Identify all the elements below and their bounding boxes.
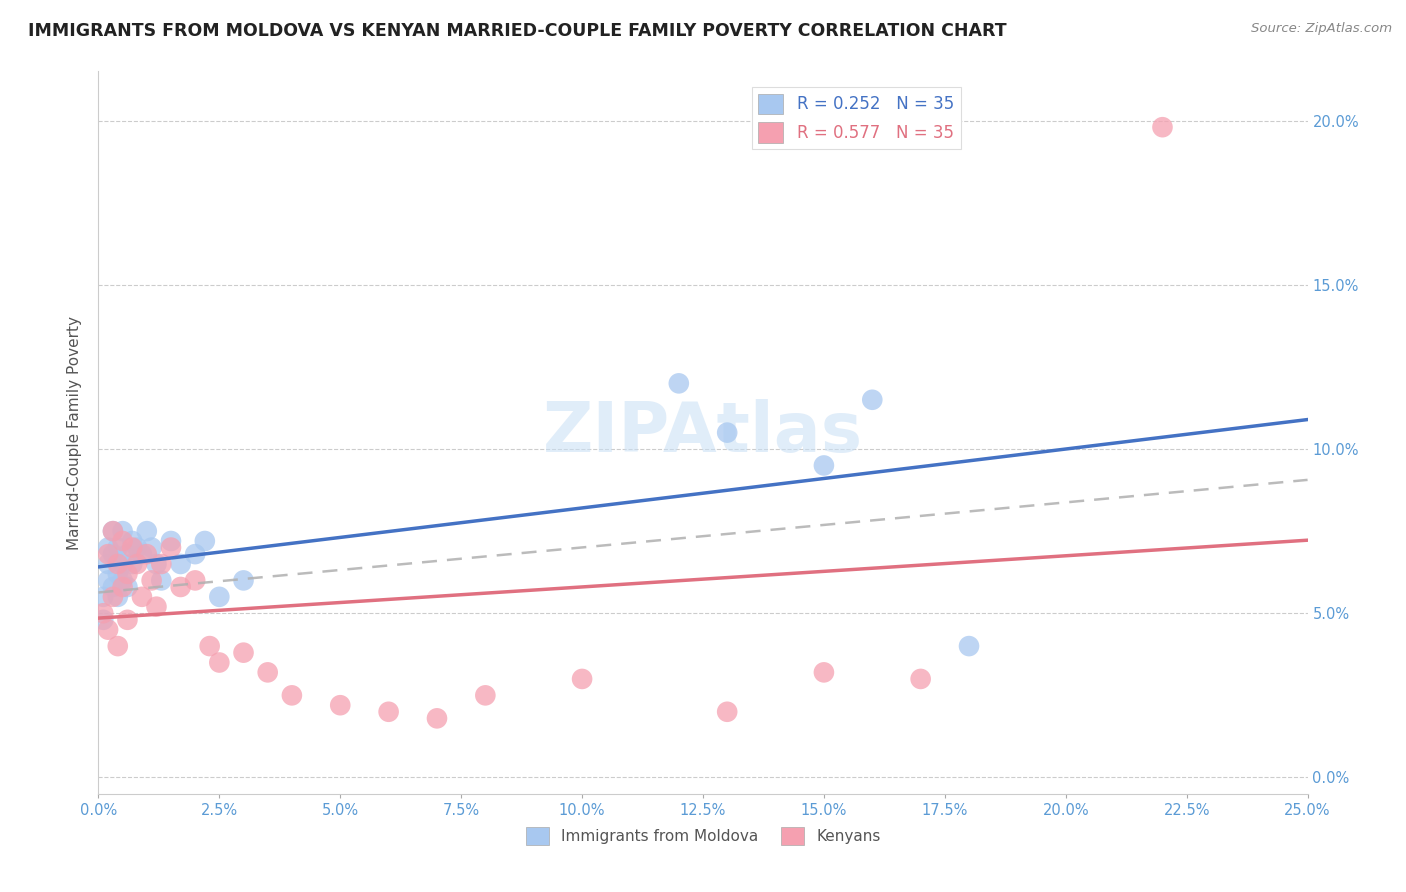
Point <box>668 376 690 391</box>
Point <box>121 533 143 548</box>
Legend: Immigrants from Moldova, Kenyans: Immigrants from Moldova, Kenyans <box>519 821 887 851</box>
Point <box>131 547 153 561</box>
Point <box>169 557 191 571</box>
Point <box>97 557 120 571</box>
Point <box>117 547 139 561</box>
Point <box>101 547 124 561</box>
Point <box>111 580 134 594</box>
Point <box>194 533 217 548</box>
Point <box>101 524 124 538</box>
Point <box>571 672 593 686</box>
Point <box>91 613 114 627</box>
Text: IMMIGRANTS FROM MOLDOVA VS KENYAN MARRIED-COUPLE FAMILY POVERTY CORRELATION CHAR: IMMIGRANTS FROM MOLDOVA VS KENYAN MARRIE… <box>28 22 1007 40</box>
Point <box>135 524 157 538</box>
Point <box>111 557 134 571</box>
Point <box>208 656 231 670</box>
Point <box>101 524 124 538</box>
Point <box>256 665 278 680</box>
Point <box>107 557 129 571</box>
Text: Source: ZipAtlas.com: Source: ZipAtlas.com <box>1251 22 1392 36</box>
Point <box>150 557 173 571</box>
Point <box>377 705 399 719</box>
Point <box>1152 120 1174 135</box>
Point <box>141 574 163 588</box>
Point <box>117 566 139 581</box>
Point <box>127 557 149 571</box>
Point <box>184 547 207 561</box>
Point <box>813 458 835 473</box>
Point <box>232 574 254 588</box>
Point <box>150 574 173 588</box>
Point <box>145 599 167 614</box>
Point <box>91 590 114 604</box>
Point <box>121 541 143 555</box>
Point <box>184 574 207 588</box>
Point <box>97 547 120 561</box>
Point <box>716 425 738 440</box>
Point <box>107 639 129 653</box>
Point <box>160 541 183 555</box>
Point <box>97 574 120 588</box>
Point <box>117 580 139 594</box>
Point <box>957 639 980 653</box>
Point <box>107 590 129 604</box>
Point <box>145 557 167 571</box>
Point <box>127 541 149 555</box>
Point <box>91 607 114 621</box>
Point <box>910 672 932 686</box>
Point <box>141 541 163 555</box>
Point <box>716 705 738 719</box>
Point <box>117 613 139 627</box>
Point <box>426 711 449 725</box>
Point <box>101 590 124 604</box>
Point <box>160 533 183 548</box>
Point <box>121 557 143 571</box>
Point <box>101 580 124 594</box>
Point <box>131 590 153 604</box>
Y-axis label: Married-Couple Family Poverty: Married-Couple Family Poverty <box>67 316 83 549</box>
Point <box>107 541 129 555</box>
Point <box>111 574 134 588</box>
Point <box>232 646 254 660</box>
Point <box>107 566 129 581</box>
Point <box>860 392 883 407</box>
Point <box>198 639 221 653</box>
Point <box>97 541 120 555</box>
Point <box>329 698 352 713</box>
Text: ZIPAtlas: ZIPAtlas <box>543 399 863 467</box>
Point <box>111 524 134 538</box>
Point <box>111 533 134 548</box>
Point <box>135 547 157 561</box>
Point <box>281 689 304 703</box>
Point <box>97 623 120 637</box>
Point <box>208 590 231 604</box>
Point <box>474 689 496 703</box>
Point <box>169 580 191 594</box>
Point <box>813 665 835 680</box>
